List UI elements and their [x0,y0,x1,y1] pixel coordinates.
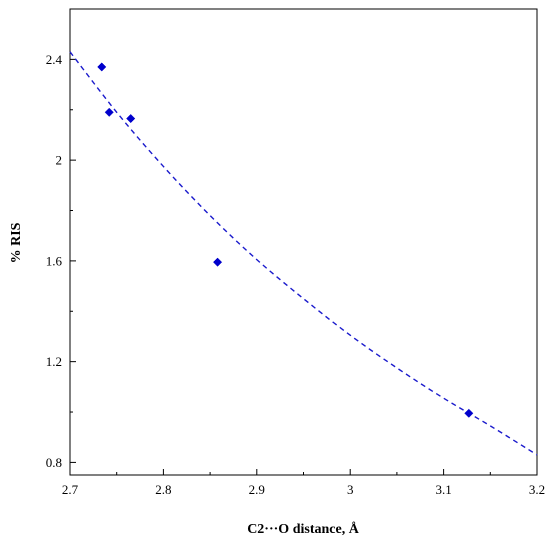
data-point [213,257,223,267]
y-tick-label: 2 [56,153,63,168]
y-tick-label: 0.8 [46,455,62,470]
plot-frame [69,8,538,476]
y-axis: 0.8 1.2 1.6 2 2.4 [46,8,76,470]
x-axis: 2.7 2.8 2.9 3 3.1 3.2 [62,469,545,497]
x-axis-title: C2···O distance, Å [247,521,360,537]
y-tick-label: 2.4 [46,52,63,67]
y-tick-label: 1.2 [46,354,62,369]
y-axis-title: % RIS [9,222,24,263]
x-tick-label: 3.2 [529,482,545,497]
x-tick-label: 2.7 [62,482,79,497]
data-point [97,62,107,72]
x-tick-label: 3.1 [435,482,451,497]
x-tick-label: 3 [347,482,354,497]
data-point [126,114,136,124]
trendline [69,51,538,456]
x-tick-label: 2.9 [249,482,265,497]
y-tick-label: 1.6 [46,253,63,268]
data-point [464,408,474,418]
data-points [97,62,474,418]
x-tick-label: 2.8 [155,482,171,497]
data-point [104,107,114,117]
